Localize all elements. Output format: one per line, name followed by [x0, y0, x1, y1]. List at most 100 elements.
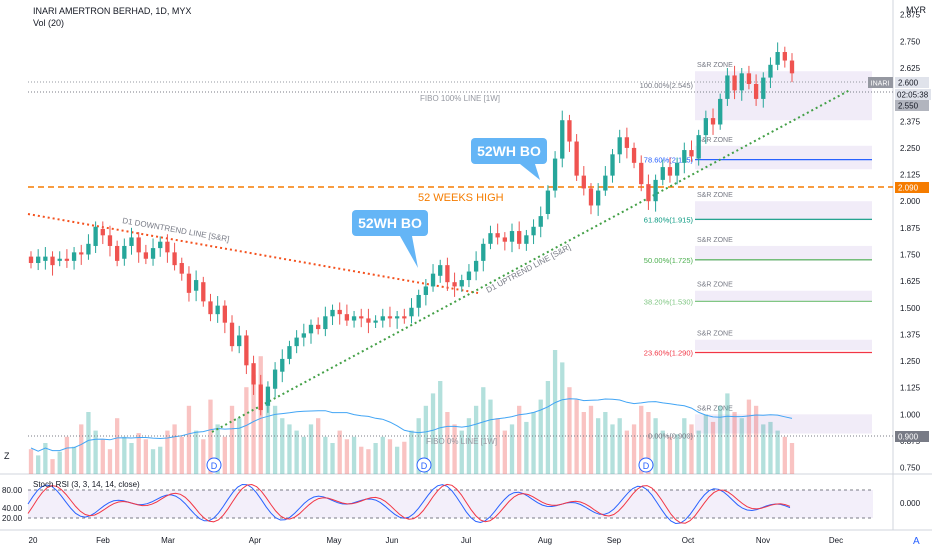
time-tick-label: 20 — [29, 536, 38, 545]
sr-zone — [695, 290, 872, 302]
candle-body — [172, 252, 177, 266]
bo-callout-2[interactable]: 52WH BO — [471, 138, 547, 180]
last-price-badge: 2.600 — [895, 77, 929, 88]
price-tick-label: 1.625 — [900, 277, 921, 286]
candle-body — [459, 280, 464, 287]
volume-bar — [617, 418, 622, 474]
candle-body — [667, 167, 673, 176]
volume-bar — [466, 418, 472, 474]
volume-bar — [703, 414, 709, 474]
candle-body — [265, 386, 271, 406]
auto-scale-icon[interactable]: A — [913, 536, 920, 547]
zoom-z-button[interactable]: Z — [4, 451, 10, 461]
stoch-tick: 40.00 — [2, 504, 23, 513]
uptrend-line[interactable] — [211, 89, 851, 433]
volume-bar — [201, 439, 206, 474]
candle-body — [739, 73, 744, 91]
fib-levels[interactable]: 100.00%(2.545) 78.60%(2.195) 61.80%(1.915)… — [640, 81, 872, 441]
candle-body — [560, 120, 565, 159]
candle-body — [359, 316, 364, 319]
sr-zone-label: S&R ZONE — [697, 137, 733, 144]
sr-zones: S&R ZONE S&R ZONE S&R ZONE S&R ZONE S&R ZONE… — [695, 62, 872, 434]
countdown-badge: 02:05:38 — [895, 89, 931, 100]
candle-body — [753, 83, 759, 99]
dividend-marker[interactable]: D — [206, 457, 222, 473]
candle-body — [71, 252, 77, 261]
time-axis[interactable]: 20 Feb Mar Apr May Jun Jul Aug Sep Oct Nov Dec — [29, 536, 844, 545]
time-tick-label: Jul — [461, 536, 471, 545]
volume-bar — [229, 405, 235, 474]
candle-body — [768, 64, 773, 78]
dividend-marker[interactable]: D — [416, 457, 432, 473]
candle-body — [366, 318, 371, 323]
stoch-tick: 80.00 — [2, 486, 23, 495]
bo-callout-1[interactable]: 52WH BO — [352, 210, 428, 268]
volume-bar — [746, 399, 752, 474]
volume-bar — [172, 424, 177, 474]
sr-zone-label: S&R ZONE — [697, 405, 733, 412]
volume-bar — [186, 405, 192, 474]
volume-bar — [552, 350, 558, 474]
candle-body — [251, 363, 256, 385]
time-tick-label: Apr — [249, 536, 262, 545]
volume-bar — [782, 436, 787, 474]
volume-bar — [646, 412, 651, 474]
time-tick-label: Sep — [607, 536, 622, 545]
candle-body — [158, 241, 163, 249]
time-tick-label: Feb — [96, 536, 110, 545]
volume-bar — [351, 436, 357, 474]
fibo0-label: FIBO 0% LINE [1W] — [426, 437, 497, 446]
candle-body — [150, 248, 156, 259]
volume-bar — [674, 434, 680, 474]
candle-body — [732, 75, 737, 91]
candle-body — [509, 231, 515, 242]
candle-body — [696, 135, 701, 159]
dividend-letter: D — [643, 461, 650, 471]
callout-text: 52WH BO — [477, 143, 541, 159]
candle-body — [718, 98, 723, 125]
candle-body — [229, 322, 235, 347]
volume-bar — [718, 405, 723, 474]
volume-bar — [689, 424, 694, 474]
volume-bar — [545, 381, 551, 474]
candle-body — [287, 346, 292, 359]
volume-legend: Vol (20) — [33, 18, 64, 28]
candle-body — [574, 141, 579, 176]
price-tick-label: 1.875 — [900, 224, 921, 233]
volume-bar — [653, 418, 658, 474]
candle-body — [136, 237, 141, 253]
time-tick-label: Oct — [682, 536, 695, 545]
volume-bar — [581, 412, 586, 474]
volume-bar — [93, 430, 98, 474]
stoch-right-tick: 0.000 — [900, 499, 921, 508]
candle-body — [430, 273, 436, 287]
stoch-band — [28, 490, 873, 518]
volume-bar — [667, 436, 673, 474]
volume-bar — [517, 405, 522, 474]
volume-bar — [337, 430, 342, 474]
candle-body — [782, 52, 787, 61]
candle-body — [402, 316, 407, 319]
volume-bar — [100, 439, 105, 474]
volume-bar — [222, 436, 227, 474]
volume-bar — [732, 412, 737, 474]
candle-body — [545, 190, 551, 214]
candle-body — [36, 256, 41, 264]
fib-level-label: 38.20%(1.530) — [644, 297, 694, 306]
dividend-marker[interactable]: D — [638, 457, 654, 473]
volume-bar — [114, 418, 120, 474]
volume-bar — [179, 436, 184, 474]
volume-bar — [64, 436, 70, 474]
volume-bar — [272, 405, 278, 474]
stoch-tick: 20.00 — [2, 514, 23, 523]
candle-body — [517, 231, 522, 244]
volume-bar — [639, 405, 644, 474]
volume-bar — [344, 439, 350, 474]
volume-bar — [459, 430, 464, 474]
volume-bar — [287, 424, 292, 474]
volume-bar — [739, 418, 744, 474]
callout-box — [471, 138, 547, 164]
candle-body — [531, 226, 536, 236]
volume-bar — [165, 430, 170, 474]
